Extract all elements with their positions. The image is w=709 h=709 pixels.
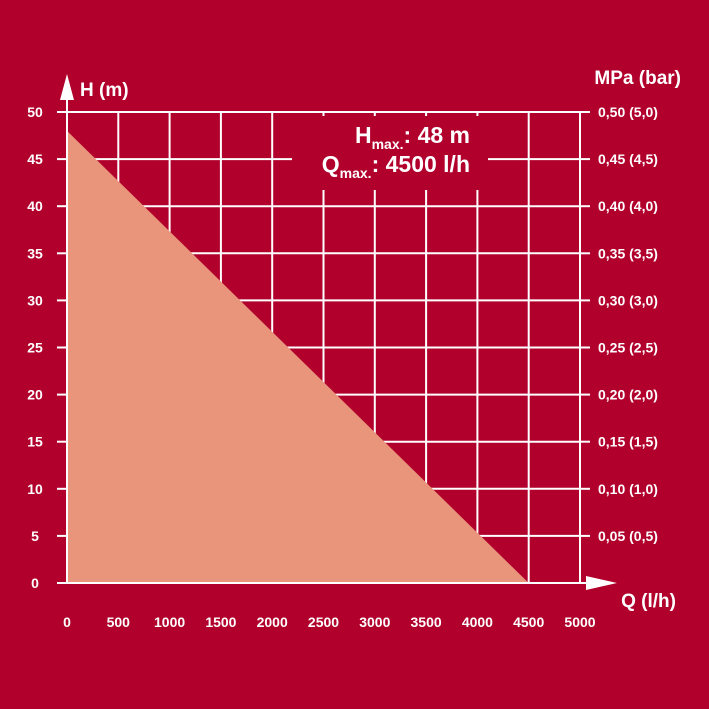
qmax-value: : 4500 l/h bbox=[372, 151, 470, 177]
y-tick-label: 50 bbox=[27, 104, 43, 120]
hmax-annotation: Hmax.: 48 m bbox=[355, 122, 470, 152]
y2-tick-label: 0,25 (2,5) bbox=[598, 340, 658, 356]
qmax-subscript: max. bbox=[340, 165, 372, 181]
area-layer bbox=[67, 130, 529, 583]
annotation-backdrop bbox=[292, 116, 488, 190]
hmax-symbol: H bbox=[355, 122, 372, 148]
axis-layer bbox=[60, 74, 617, 590]
y2-axis-title: MPa (bar) bbox=[594, 68, 681, 89]
y-tick-label: 20 bbox=[27, 387, 43, 403]
x-tick-label: 1500 bbox=[205, 614, 236, 630]
y2-tick-label: 0,35 (3,5) bbox=[598, 245, 658, 261]
x-tick-label: 2000 bbox=[257, 614, 288, 630]
y-tick-label: 40 bbox=[27, 198, 43, 214]
qmax-symbol: Q bbox=[322, 151, 340, 177]
hmax-value: : 48 m bbox=[404, 122, 470, 148]
y-tick-label: 10 bbox=[27, 481, 43, 497]
y2-tick-label: 0,40 (4,0) bbox=[598, 198, 658, 214]
y-axis-arrow bbox=[60, 74, 74, 100]
y2-tick-label: 0,05 (0,5) bbox=[598, 528, 658, 544]
x-tick-label: 4500 bbox=[513, 614, 544, 630]
qmax-annotation: Qmax.: 4500 l/h bbox=[322, 151, 470, 181]
y2-tick-label: 0,15 (1,5) bbox=[598, 434, 658, 450]
y-tick-label: 35 bbox=[27, 245, 43, 261]
y2-tick-label: 0,50 (5,0) bbox=[598, 104, 658, 120]
x-axis-title: Q (l/h) bbox=[621, 591, 676, 612]
x-tick-label: 3000 bbox=[359, 614, 390, 630]
x-tick-label: 1000 bbox=[154, 614, 185, 630]
y-tick-label: 30 bbox=[27, 292, 43, 308]
x-tick-label: 2500 bbox=[308, 614, 339, 630]
x-axis-arrow bbox=[586, 576, 617, 590]
y-tick-label: 25 bbox=[27, 340, 43, 356]
y2-tick-label: 0,45 (4,5) bbox=[598, 151, 658, 167]
performance-area bbox=[67, 130, 529, 583]
x-tick-label: 3500 bbox=[411, 614, 442, 630]
y-axis-title: H (m) bbox=[80, 80, 129, 101]
y2-tick-label: 0,20 (2,0) bbox=[598, 387, 658, 403]
tick-layer: 0 500 1000 1500 2000 2500 3000 3500 4000 4500 5000… bbox=[27, 104, 658, 630]
x-tick-label: 0 bbox=[63, 614, 71, 630]
x-tick-label: 4000 bbox=[462, 614, 493, 630]
x-tick-label: 500 bbox=[107, 614, 131, 630]
hmax-subscript: max. bbox=[372, 136, 404, 152]
y-tick-label: 45 bbox=[27, 151, 43, 167]
x-tick-label: 5000 bbox=[564, 614, 595, 630]
y2-tick-label: 0,30 (3,0) bbox=[598, 292, 658, 308]
y-tick-label: 15 bbox=[27, 434, 43, 450]
y-tick-label: 5 bbox=[31, 528, 39, 544]
y2-tick-label: 0,10 (1,0) bbox=[598, 481, 658, 497]
y-tick-label: 0 bbox=[31, 575, 39, 591]
